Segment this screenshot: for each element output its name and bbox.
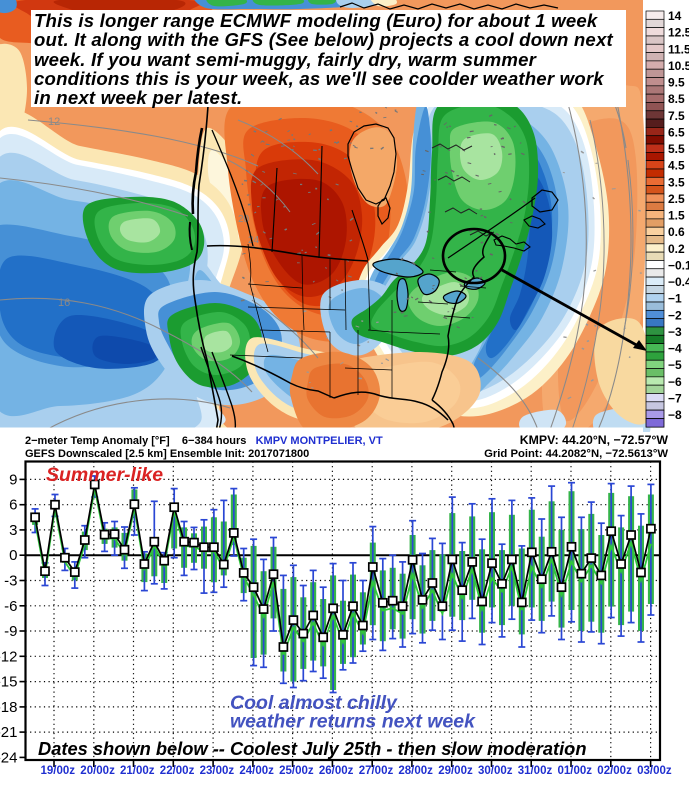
- svg-text:9.5: 9.5: [668, 76, 685, 90]
- svg-text:6.5: 6.5: [668, 125, 685, 139]
- svg-text:30/00z: 30/00z: [478, 765, 513, 777]
- svg-text:31/00z: 31/00z: [518, 765, 553, 777]
- svg-text:12: 12: [48, 116, 60, 128]
- svg-text:−0.1: −0.1: [668, 258, 689, 272]
- svg-text:20: 20: [238, 214, 250, 225]
- svg-text:01/00z: 01/00z: [558, 765, 593, 777]
- svg-text:weather returns next week: weather returns next week: [230, 711, 476, 733]
- svg-text:24: 24: [248, 235, 260, 246]
- svg-text:8.5: 8.5: [668, 92, 685, 106]
- svg-text:2.5: 2.5: [668, 192, 685, 206]
- svg-text:−0.4: −0.4: [668, 275, 689, 289]
- svg-text:22/00z: 22/00z: [160, 765, 195, 777]
- svg-text:KMPV: 44.20°N, −72.57°W: KMPV: 44.20°N, −72.57°W: [520, 433, 669, 447]
- svg-text:5.5: 5.5: [668, 142, 685, 156]
- svg-text:-3: -3: [4, 573, 17, 590]
- svg-text:−5: −5: [668, 358, 682, 372]
- svg-text:−7: −7: [668, 392, 682, 406]
- svg-text:Summer-like: Summer-like: [46, 464, 163, 486]
- svg-text:1.5: 1.5: [668, 209, 685, 223]
- svg-text:-6: -6: [4, 598, 17, 615]
- svg-text:-21: -21: [0, 724, 18, 741]
- svg-text:7.5: 7.5: [668, 109, 685, 123]
- svg-text:−2: −2: [668, 308, 682, 322]
- svg-text:12.5: 12.5: [668, 26, 689, 40]
- svg-text:16: 16: [58, 297, 70, 309]
- svg-text:-9: -9: [4, 623, 17, 640]
- svg-text:29/00z: 29/00z: [438, 765, 473, 777]
- svg-text:19/00z: 19/00z: [41, 765, 76, 777]
- svg-text:3.5: 3.5: [668, 175, 685, 189]
- svg-text:-18: -18: [0, 699, 18, 716]
- svg-text:11.5: 11.5: [668, 42, 689, 56]
- svg-text:2−meter Temp Anomaly [°F] 6: 2−meter Temp Anomaly [°F] 6−384 hours KM…: [25, 435, 383, 447]
- svg-text:−3: −3: [668, 325, 682, 339]
- svg-text:0.2: 0.2: [668, 242, 685, 256]
- svg-text:−6: −6: [668, 375, 682, 389]
- svg-text:02/00z: 02/00z: [597, 765, 632, 777]
- svg-text:−4: −4: [668, 342, 682, 356]
- svg-text:−1: −1: [668, 292, 682, 306]
- svg-text:6: 6: [9, 497, 17, 514]
- svg-text:3: 3: [9, 522, 17, 539]
- svg-text:26/00z: 26/00z: [319, 765, 354, 777]
- svg-text:28/00z: 28/00z: [398, 765, 433, 777]
- svg-text:GEFS Downscaled [2.5 km] Ensem: GEFS Downscaled [2.5 km] Ensemble Init: …: [25, 448, 309, 460]
- svg-text:-15: -15: [0, 674, 18, 691]
- svg-text:25/00z: 25/00z: [279, 765, 314, 777]
- svg-text:24/00z: 24/00z: [239, 765, 274, 777]
- svg-text:−8: −8: [668, 408, 682, 422]
- svg-text:-12: -12: [0, 648, 18, 665]
- svg-text:9: 9: [9, 471, 17, 488]
- svg-text:27/00z: 27/00z: [359, 765, 394, 777]
- svg-text:10.5: 10.5: [668, 59, 689, 73]
- svg-text:14: 14: [668, 9, 682, 23]
- svg-text:21/00z: 21/00z: [120, 765, 155, 777]
- svg-text:Cool almost chilly: Cool almost chilly: [230, 692, 398, 714]
- svg-text:Grid Point: 44.2082°N, −72.561: Grid Point: 44.2082°N, −72.5613°W: [484, 448, 668, 460]
- svg-text:03/00z: 03/00z: [637, 765, 672, 777]
- svg-text:23/00z: 23/00z: [200, 765, 235, 777]
- svg-text:0.6: 0.6: [668, 225, 685, 239]
- svg-text:Dates shown below -- Coolest J: Dates shown below -- Coolest July 25th -…: [38, 738, 587, 759]
- svg-text:4.5: 4.5: [668, 159, 685, 173]
- svg-text:0: 0: [9, 547, 17, 564]
- svg-text:20/00z: 20/00z: [80, 765, 115, 777]
- svg-text:-24: -24: [0, 749, 18, 766]
